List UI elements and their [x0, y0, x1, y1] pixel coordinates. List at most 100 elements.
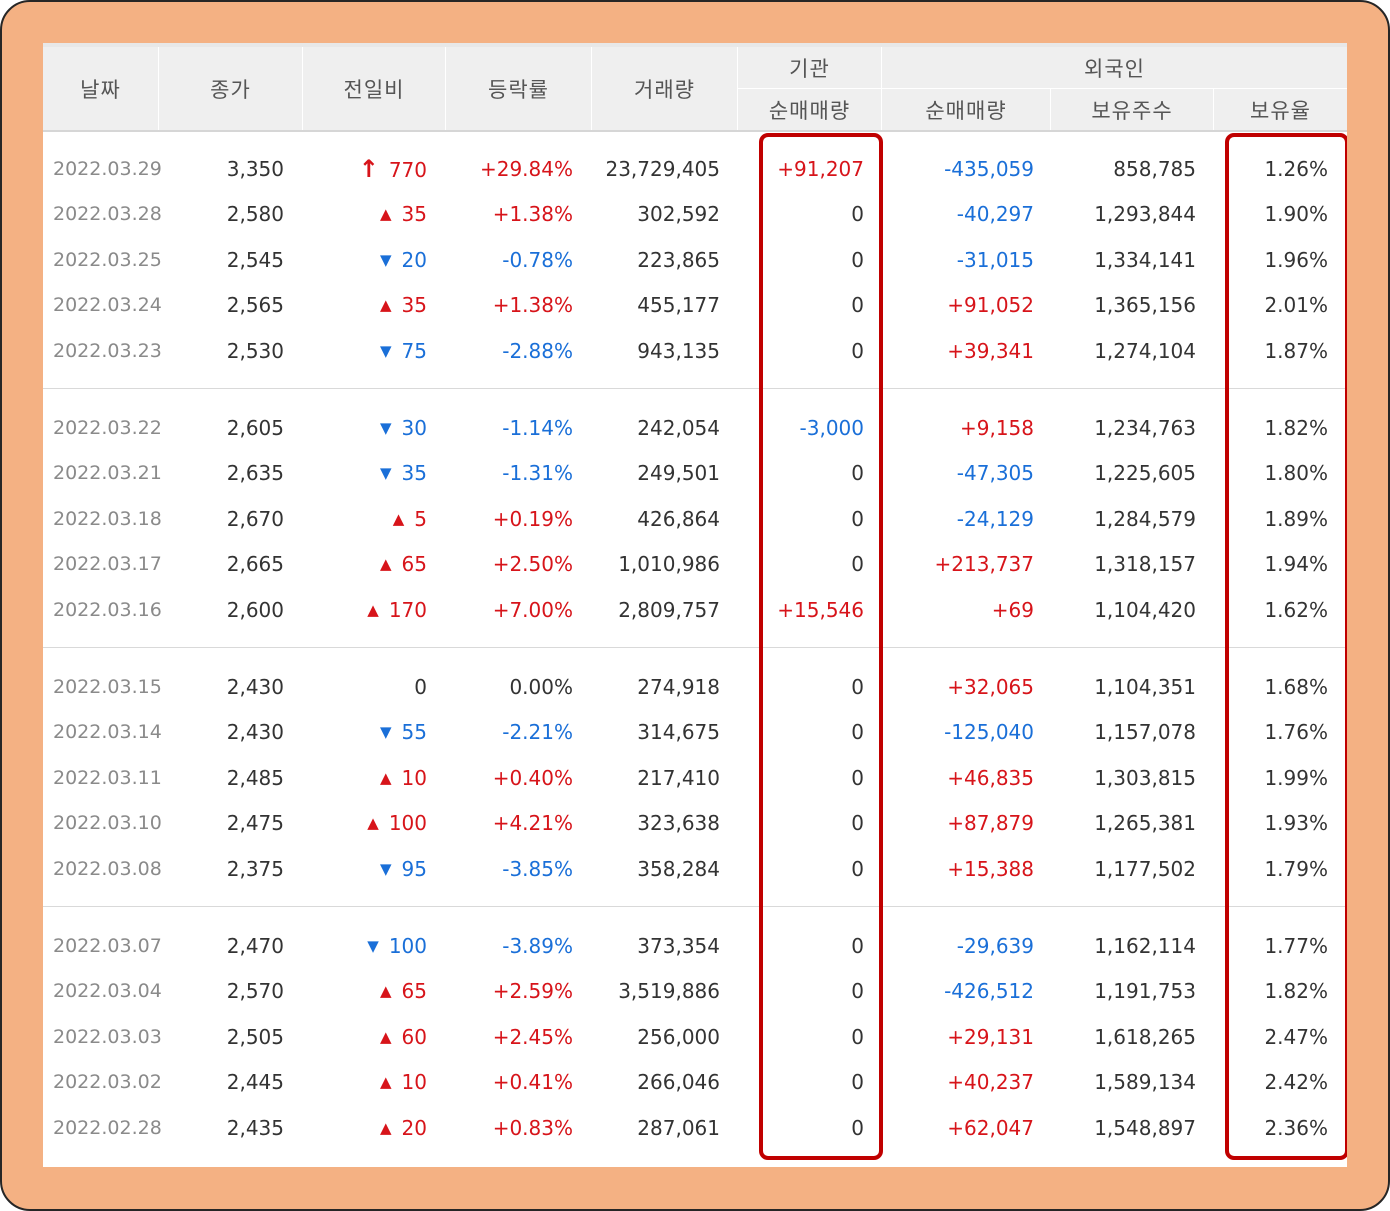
row-institution-net: 0 [851, 979, 864, 1003]
row-close: 2,665 [226, 552, 284, 576]
row-institution-net: 0 [851, 766, 864, 790]
row-foreign-ratio: 2.01% [1264, 293, 1328, 317]
row-foreign-net: +62,047 [947, 1116, 1034, 1140]
row-change-value: 95 [401, 857, 427, 881]
row-foreign-shares: 1,293,844 [1094, 202, 1196, 226]
row-foreign-net: -426,512 [944, 979, 1034, 1003]
row-institution-net: 0 [851, 507, 864, 531]
row-foreign-shares: 1,225,605 [1094, 461, 1196, 485]
row-institution-net: 0 [851, 1070, 864, 1094]
row-institution-net: 0 [851, 934, 864, 958]
row-volume: 249,501 [637, 461, 720, 485]
row-foreign-ratio: 1.87% [1264, 339, 1328, 363]
row-group-divider [43, 388, 1347, 389]
row-volume: 943,135 [637, 339, 720, 363]
trading-table: 날짜 종가 전일비 등락률 거래량 기관 외국인 순매매량 순매매량 보유주수 … [43, 43, 1347, 1167]
row-group-divider [43, 647, 1347, 648]
header-close: 종가 [159, 47, 303, 130]
row-institution-net: 0 [851, 857, 864, 881]
row-foreign-shares: 1,265,381 [1094, 811, 1196, 835]
row-change: ▼ 55 [327, 715, 427, 749]
row-close: 2,435 [226, 1116, 284, 1140]
row-change-value: 55 [401, 720, 427, 744]
row-institution-net: 0 [851, 552, 864, 576]
row-institution-net: 0 [851, 720, 864, 744]
row-change: ▲ 10 [327, 761, 427, 795]
row-foreign-ratio: 1.93% [1264, 811, 1328, 835]
row-change-value: 100 [388, 811, 427, 835]
row-foreign-net: +15,388 [947, 857, 1034, 881]
header-foreign: 외국인 [882, 47, 1347, 88]
row-foreign-net: +39,341 [947, 339, 1034, 363]
row-rate: 0.00% [509, 675, 573, 699]
row-foreign-ratio: 1.99% [1264, 766, 1328, 790]
row-rate: -0.78% [502, 248, 573, 272]
row-foreign-shares: 1,618,265 [1094, 1025, 1196, 1049]
row-foreign-shares: 1,284,579 [1094, 507, 1196, 531]
row-volume: 3,519,886 [618, 979, 720, 1003]
row-change: ▲ 10 [327, 1065, 427, 1099]
row-change-value: 65 [401, 552, 427, 576]
row-date: 2022.03.22 [53, 417, 162, 439]
up-triangle-icon: ▲ [380, 769, 392, 787]
row-group-divider [43, 906, 1347, 907]
header-volume: 거래량 [592, 47, 738, 130]
row-foreign-ratio: 1.76% [1264, 720, 1328, 744]
row-institution-net: +91,207 [777, 157, 864, 181]
row-close: 2,605 [226, 416, 284, 440]
row-foreign-ratio: 1.82% [1264, 979, 1328, 1003]
row-date: 2022.03.28 [53, 203, 162, 225]
up-triangle-icon: ▲ [380, 555, 392, 573]
row-foreign-net: +91,052 [947, 293, 1034, 317]
row-close: 2,485 [226, 766, 284, 790]
down-triangle-icon: ▼ [367, 937, 379, 955]
row-institution-net: 0 [851, 248, 864, 272]
row-foreign-net: +40,237 [947, 1070, 1034, 1094]
row-close: 2,565 [226, 293, 284, 317]
row-rate: +0.40% [492, 766, 573, 790]
row-change-value: 770 [388, 158, 427, 182]
header-bottom-line [43, 130, 1347, 132]
row-change: ▲ 60 [327, 1020, 427, 1054]
row-rate: +1.38% [492, 202, 573, 226]
row-date: 2022.03.04 [53, 980, 162, 1002]
row-change-value: 10 [401, 766, 427, 790]
row-foreign-shares: 1,157,078 [1094, 720, 1196, 744]
header-top-strip [43, 43, 1347, 47]
row-foreign-ratio: 1.77% [1264, 934, 1328, 958]
row-institution-net: 0 [851, 339, 864, 363]
row-close: 2,670 [226, 507, 284, 531]
row-volume: 1,010,986 [618, 552, 720, 576]
row-date: 2022.03.15 [53, 676, 162, 698]
row-date: 2022.03.21 [53, 462, 162, 484]
row-foreign-shares: 1,548,897 [1094, 1116, 1196, 1140]
row-foreign-ratio: 1.79% [1264, 857, 1328, 881]
row-date: 2022.03.10 [53, 812, 162, 834]
row-rate: -2.88% [502, 339, 573, 363]
row-close: 2,570 [226, 979, 284, 1003]
row-change: ▲ 5 [327, 502, 427, 536]
up-triangle-icon: ▲ [380, 1073, 392, 1091]
down-triangle-icon: ▼ [380, 342, 392, 360]
row-foreign-shares: 1,104,351 [1094, 675, 1196, 699]
down-triangle-icon: ▼ [380, 419, 392, 437]
row-institution-net: 0 [851, 811, 864, 835]
down-triangle-icon: ▼ [380, 464, 392, 482]
row-change: ▼ 35 [327, 456, 427, 490]
row-foreign-ratio: 1.80% [1264, 461, 1328, 485]
row-foreign-net: +213,737 [934, 552, 1034, 576]
row-change: ▼ 95 [327, 852, 427, 886]
row-foreign-net: -40,297 [956, 202, 1034, 226]
row-close: 2,545 [226, 248, 284, 272]
row-close: 2,375 [226, 857, 284, 881]
row-foreign-net: -435,059 [944, 157, 1034, 181]
row-close: 2,475 [226, 811, 284, 835]
row-foreign-shares: 1,274,104 [1094, 339, 1196, 363]
row-close: 2,445 [226, 1070, 284, 1094]
row-foreign-shares: 1,104,420 [1094, 598, 1196, 622]
row-foreign-ratio: 1.62% [1264, 598, 1328, 622]
row-foreign-net: +87,879 [947, 811, 1034, 835]
row-foreign-shares: 1,365,156 [1094, 293, 1196, 317]
row-rate: +7.00% [492, 598, 573, 622]
row-foreign-shares: 1,191,753 [1094, 979, 1196, 1003]
